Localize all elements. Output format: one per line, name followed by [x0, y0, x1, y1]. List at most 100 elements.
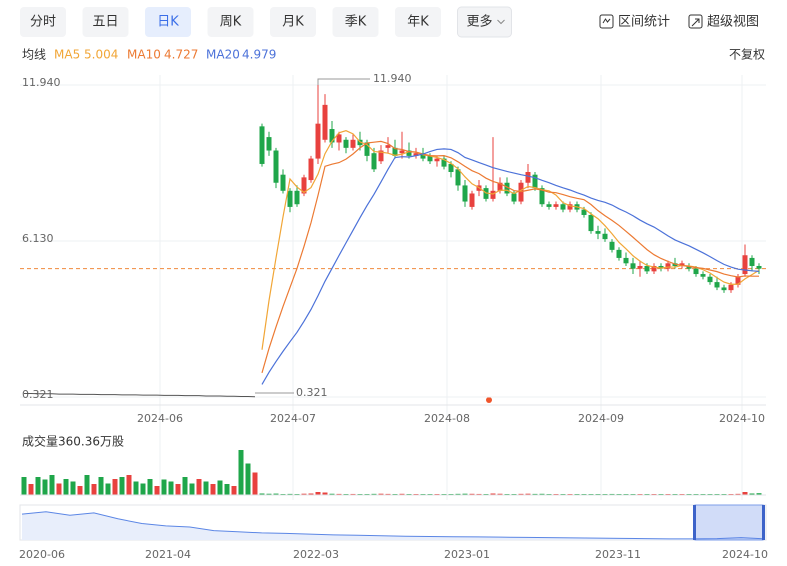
candle-body [539, 188, 545, 205]
candle-body [406, 150, 412, 156]
range-stat-icon-line [602, 18, 611, 24]
x-tick-label: 2024-10 [719, 412, 765, 425]
ma-legend-name: MA20 [206, 48, 240, 62]
range-handle[interactable] [762, 505, 765, 540]
candle-body [294, 190, 300, 205]
candle-body [448, 163, 454, 173]
ma-legend-name: MA10 [127, 48, 161, 62]
candle-body [273, 150, 279, 183]
candle-body [308, 158, 314, 181]
candle-body [504, 182, 510, 194]
volume-bar [119, 477, 125, 495]
candle-body [658, 265, 664, 269]
high-marker [317, 78, 370, 85]
volume-bar [189, 483, 195, 495]
range-selector[interactable] [694, 504, 764, 541]
ma-line [261, 148, 760, 385]
tab-label[interactable]: 季K [345, 15, 367, 30]
overview-tick-label: 2023-11 [595, 548, 641, 561]
tab-bg[interactable] [207, 7, 254, 37]
tab-bg[interactable] [145, 7, 191, 37]
volume-bar [210, 484, 216, 495]
range-handle[interactable] [693, 505, 696, 540]
tab-label[interactable]: 日K [157, 15, 179, 30]
ma-legend-name: MA5 [54, 48, 80, 62]
adjust-mode[interactable]: 不复权 [729, 48, 765, 62]
overview-tick-label: 2024-10 [722, 548, 768, 561]
volume-bar [539, 493, 545, 495]
overview-tick-label: 2022-03 [293, 548, 339, 561]
volume-bar [329, 493, 335, 495]
candle-body [749, 257, 755, 266]
tab-bg[interactable] [82, 7, 129, 37]
volume-bar [315, 492, 321, 495]
volume-bar [140, 483, 146, 495]
tab-label[interactable]: 更多 [466, 14, 492, 30]
tab-bg[interactable] [395, 7, 441, 37]
ma-legend-value: 4.727 [164, 48, 198, 62]
history-line [24, 393, 256, 398]
candle-body [651, 265, 657, 272]
volume-bar [126, 475, 132, 495]
range-stat-icon[interactable] [599, 14, 614, 29]
volume-bar [532, 493, 538, 495]
tab-label[interactable]: 月K [282, 15, 304, 30]
overview-tick-label: 2020-06 [19, 548, 65, 561]
tab-bg[interactable] [457, 6, 512, 38]
candle-body [721, 287, 727, 291]
x-tick-label: 2024-08 [424, 412, 470, 425]
candle-body [525, 172, 531, 183]
candle-body [434, 158, 440, 162]
event-marker[interactable] [486, 397, 492, 403]
volume-bar [84, 475, 90, 495]
volume-bar [28, 484, 34, 495]
tab-bg[interactable] [332, 7, 379, 37]
volume-bar [287, 493, 293, 495]
ma-legend-value: 4.979 [242, 48, 276, 62]
x-tick-label: 2024-06 [137, 412, 183, 425]
candle-body [511, 193, 517, 202]
volume-bar [476, 493, 482, 495]
candle-body [378, 150, 384, 162]
candle-body [364, 142, 370, 156]
y-tick-label: 11.940 [22, 76, 61, 89]
candle-body [427, 155, 433, 162]
volume-bar [112, 479, 118, 495]
volume-bar [742, 492, 748, 495]
volume-bar [154, 486, 160, 495]
candle-body [609, 241, 615, 250]
volume-bar [756, 493, 762, 495]
candle-body [490, 190, 496, 199]
tab-label[interactable]: 分时 [30, 15, 56, 30]
x-tick-label: 2024-07 [270, 412, 316, 425]
candle-body [350, 139, 356, 148]
ma-line [261, 140, 759, 374]
volume-bar [497, 493, 503, 495]
tab-label[interactable]: 年K [407, 15, 429, 30]
super-view-icon[interactable] [688, 14, 703, 29]
tool-button[interactable]: 区间统计 [618, 15, 670, 30]
volume-bar [749, 493, 755, 495]
volume-bar [525, 493, 531, 495]
tab-label[interactable]: 周K [220, 15, 242, 30]
volume-title: 成交量360.36万股 [22, 434, 124, 449]
tool-button[interactable]: 超级视图 [707, 15, 759, 30]
volume-bar [63, 479, 69, 495]
ma-legend-value: 5.004 [84, 48, 118, 62]
volume-bar [245, 463, 251, 495]
volume-bar [378, 493, 384, 495]
volume-bar [469, 493, 475, 495]
volume-bar [56, 483, 62, 495]
tab-bg[interactable] [20, 7, 66, 37]
tab-label[interactable]: 五日 [92, 15, 118, 30]
candle-body [602, 233, 608, 240]
ma-label: 均线 [22, 48, 46, 62]
volume-bar [252, 472, 258, 495]
volume-bar [371, 493, 377, 495]
tab-bg[interactable] [270, 7, 316, 37]
volume-bar [168, 481, 174, 495]
volume-bar [609, 493, 615, 495]
candle-body [287, 190, 293, 207]
overview-line [21, 511, 766, 540]
